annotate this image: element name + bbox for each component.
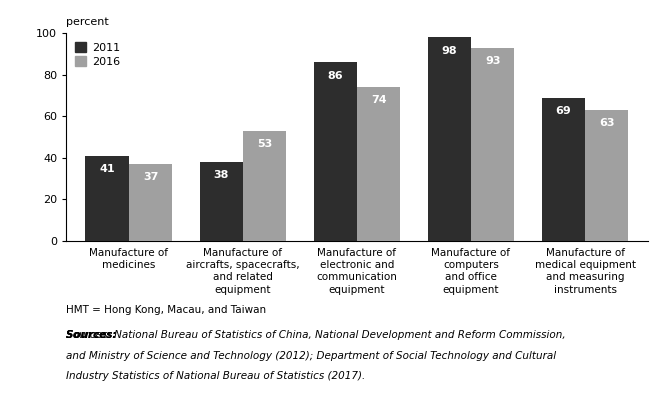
Text: Sources:: Sources: <box>66 330 120 340</box>
Text: 74: 74 <box>371 95 387 105</box>
Bar <box>428 37 471 241</box>
Text: 86: 86 <box>327 71 343 81</box>
Bar <box>313 62 357 241</box>
Bar <box>243 131 286 241</box>
Bar <box>471 48 514 241</box>
Legend: 2011, 2016: 2011, 2016 <box>71 39 123 70</box>
Bar <box>129 164 172 241</box>
Text: and Ministry of Science and Technology (2012); Department of Social Technology a: and Ministry of Science and Technology (… <box>66 351 556 361</box>
Text: 93: 93 <box>485 56 500 66</box>
Text: Industry Statistics of National Bureau of Statistics (2017).: Industry Statistics of National Bureau o… <box>66 371 366 381</box>
Text: HMT = Hong Kong, Macau, and Taiwan: HMT = Hong Kong, Macau, and Taiwan <box>66 305 266 315</box>
Text: 53: 53 <box>257 139 272 149</box>
Text: Sources:: Sources: <box>66 330 120 340</box>
Text: 41: 41 <box>99 164 115 174</box>
Bar <box>200 162 243 241</box>
Text: Sources: National Bureau of Statistics of China, National Development and Reform: Sources: National Bureau of Statistics o… <box>66 330 566 340</box>
Text: Sources: National Bureau of Statistics of China, National Development and Reform: Sources: National Bureau of Statistics o… <box>66 330 566 340</box>
Text: 38: 38 <box>214 170 229 180</box>
Bar <box>585 110 629 241</box>
Text: 37: 37 <box>143 172 158 182</box>
Text: 69: 69 <box>555 106 571 116</box>
Bar <box>85 156 129 241</box>
Text: 98: 98 <box>442 46 457 56</box>
Text: percent: percent <box>66 17 109 27</box>
Bar <box>357 87 401 241</box>
Text: 63: 63 <box>599 118 615 128</box>
Bar <box>542 98 585 241</box>
